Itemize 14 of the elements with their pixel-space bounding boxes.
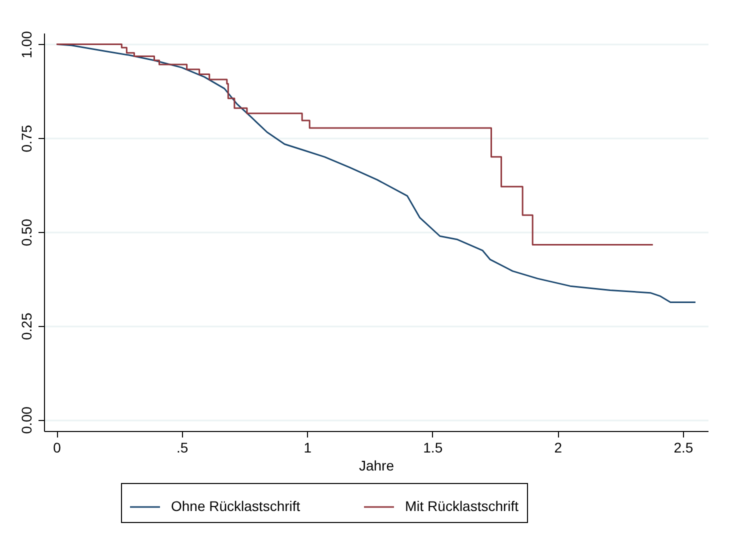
legend-label: Ohne Rücklastschrift	[171, 498, 300, 514]
y-tick-label: 0.25	[18, 312, 34, 340]
x-tick-label: 0	[53, 440, 62, 456]
legend-label: Mit Rücklastschrift	[405, 498, 519, 514]
x-tick-label: 1.5	[423, 440, 443, 456]
x-axis-title: Jahre	[358, 458, 394, 474]
y-tick-label: 0.75	[18, 124, 34, 152]
x-tick-label: 2	[554, 440, 562, 456]
y-tick-label: 1.00	[18, 30, 34, 58]
x-tick-label: .5	[176, 440, 188, 456]
x-tick-label: 1	[304, 440, 312, 456]
x-tick-label: 2.5	[674, 440, 694, 456]
y-tick-label: 0.50	[18, 218, 34, 246]
y-tick-label: 0.00	[18, 406, 34, 434]
